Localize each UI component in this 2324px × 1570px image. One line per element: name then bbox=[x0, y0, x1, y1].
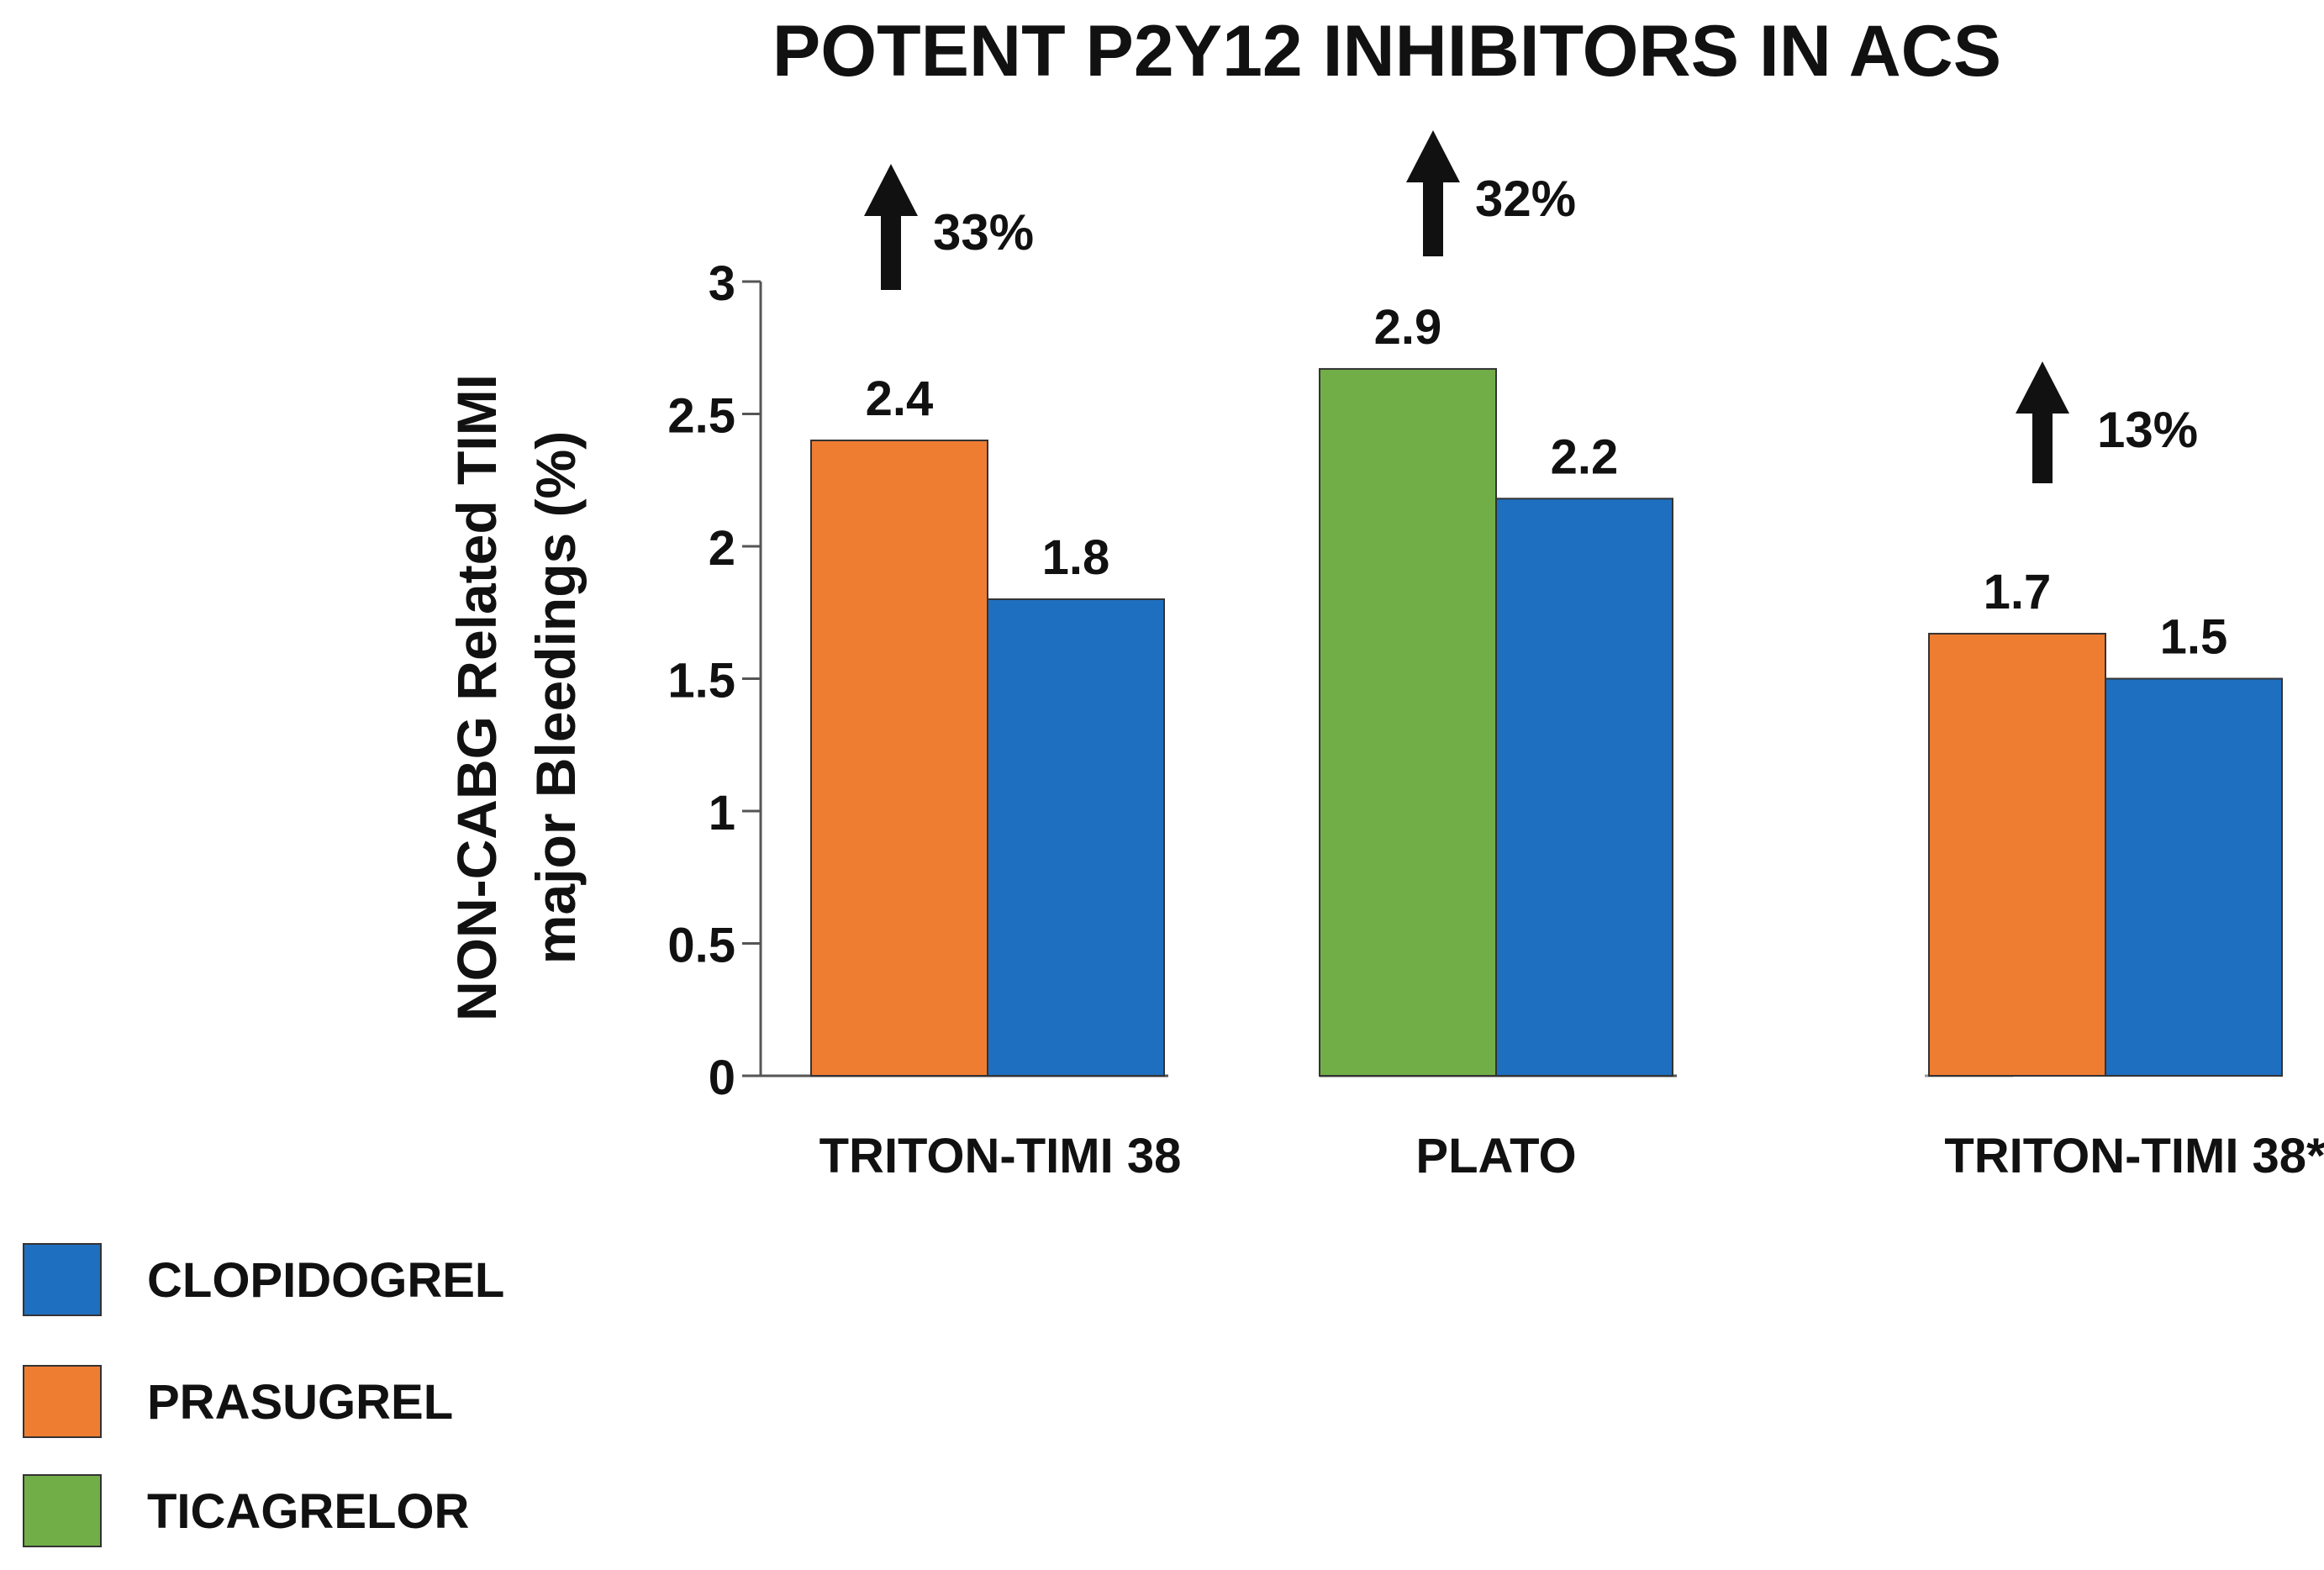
bar-ticagrelor bbox=[1319, 367, 1497, 1077]
bar-clopidogrel bbox=[1495, 498, 1673, 1077]
y-tick-label: 0 bbox=[709, 1051, 735, 1105]
up-arrow-head-icon bbox=[864, 164, 918, 216]
bars bbox=[810, 367, 2283, 1077]
legend: CLOPIDOGREL PRASUGREL TICAGRELOR bbox=[23, 1243, 504, 1547]
y-tick-label: 2 bbox=[709, 521, 735, 576]
legend-swatch-prasugrel bbox=[23, 1365, 102, 1438]
bar-value-label: 1.7 bbox=[1984, 565, 2052, 619]
increase-percent-label: 32% bbox=[1475, 171, 1576, 227]
bar-prasugrel bbox=[1928, 632, 2106, 1077]
increase-annotations: 33% 32% 13% bbox=[864, 130, 2198, 483]
chart-title: POTENT P2Y12 INHIBITORS IN ACS bbox=[772, 11, 2001, 92]
legend-label: CLOPIDOGREL bbox=[147, 1253, 504, 1308]
y-axis-label: NON-CABG Related TIMI major Bleedings (%… bbox=[445, 374, 587, 1021]
y-tick-label: 0.5 bbox=[667, 919, 735, 973]
legend-swatch-ticagrelor bbox=[23, 1474, 102, 1547]
bar-prasugrel bbox=[810, 440, 988, 1077]
y-tick-label: 1 bbox=[709, 786, 735, 840]
x-tick-label: PLATO bbox=[1415, 1129, 1576, 1183]
up-arrow-head-icon bbox=[1406, 130, 1460, 182]
y-tick-label: 3 bbox=[709, 256, 735, 311]
legend-swatch-clopidogrel bbox=[23, 1243, 102, 1316]
up-arrow-head-icon bbox=[2016, 361, 2069, 414]
up-arrow-icon bbox=[1423, 176, 1443, 256]
bar-clopidogrel bbox=[2105, 677, 2283, 1077]
bar-value-label: 1.8 bbox=[1042, 530, 1110, 585]
up-arrow-icon bbox=[881, 210, 901, 290]
y-tick-label: 1.5 bbox=[667, 654, 735, 709]
legend-label: PRASUGREL bbox=[147, 1375, 453, 1430]
bar-value-labels: 2.4 1.8 2.9 2.2 1.7 1.5 bbox=[866, 300, 2228, 665]
y-tick-label: 2.5 bbox=[667, 389, 735, 444]
increase-percent-label: 13% bbox=[2097, 402, 2198, 458]
bar-value-label: 2.9 bbox=[1374, 300, 1442, 355]
bar-value-label: 2.2 bbox=[1551, 429, 1619, 484]
y-axis-label-line-1: NON-CABG Related TIMI bbox=[445, 374, 508, 1021]
x-tick-label: TRITON-TIMI 38 bbox=[819, 1129, 1182, 1183]
x-axis-tick-labels: TRITON-TIMI 38 PLATO TRITON-TIMI 38* bbox=[819, 1129, 2324, 1183]
bar-clopidogrel bbox=[987, 598, 1165, 1077]
bar-value-label: 1.5 bbox=[2160, 610, 2228, 665]
increase-percent-label: 33% bbox=[933, 204, 1034, 261]
bar-value-label: 2.4 bbox=[866, 371, 934, 426]
y-axis-label-line-2: major Bleedings (%) bbox=[524, 431, 587, 964]
up-arrow-icon bbox=[2032, 408, 2053, 483]
x-tick-label: TRITON-TIMI 38* bbox=[1944, 1129, 2324, 1183]
legend-label: TICAGRELOR bbox=[147, 1484, 469, 1539]
